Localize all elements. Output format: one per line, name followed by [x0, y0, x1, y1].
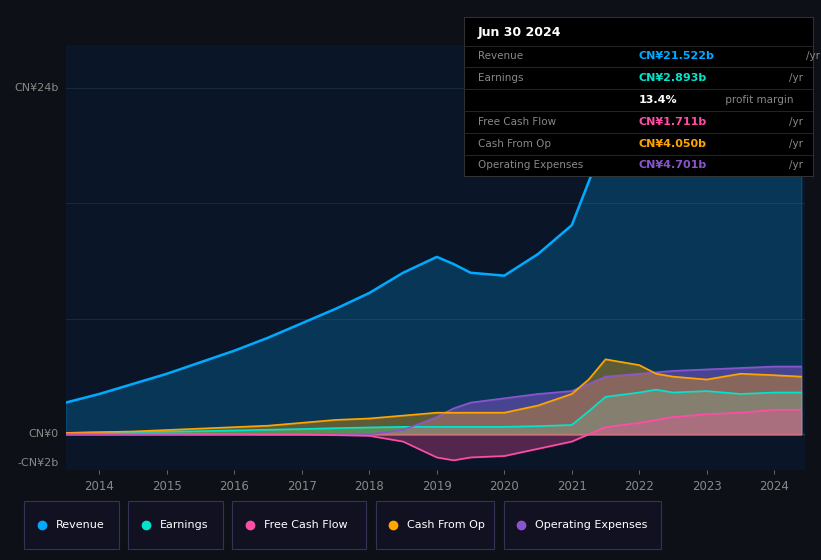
Text: CN¥24b: CN¥24b	[14, 83, 59, 93]
Text: Operating Expenses: Operating Expenses	[535, 520, 648, 530]
Text: Jun 30 2024: Jun 30 2024	[478, 26, 562, 39]
FancyBboxPatch shape	[503, 501, 661, 549]
Text: Cash From Op: Cash From Op	[407, 520, 485, 530]
Text: CN¥1.711b: CN¥1.711b	[639, 117, 707, 127]
FancyBboxPatch shape	[232, 501, 366, 549]
Text: /yr: /yr	[789, 117, 803, 127]
Text: /yr: /yr	[789, 161, 803, 170]
Text: Revenue: Revenue	[478, 52, 523, 62]
Text: Operating Expenses: Operating Expenses	[478, 161, 583, 170]
Text: CN¥21.522b: CN¥21.522b	[639, 52, 714, 62]
Text: CN¥2.893b: CN¥2.893b	[639, 73, 707, 83]
Text: Free Cash Flow: Free Cash Flow	[478, 117, 556, 127]
Text: CN¥4.701b: CN¥4.701b	[639, 161, 707, 170]
Text: /yr: /yr	[789, 73, 803, 83]
Text: CN¥4.050b: CN¥4.050b	[639, 139, 706, 149]
FancyBboxPatch shape	[376, 501, 494, 549]
Text: Free Cash Flow: Free Cash Flow	[264, 520, 347, 530]
Text: /yr: /yr	[789, 139, 803, 149]
Text: CN¥0: CN¥0	[29, 430, 59, 440]
Text: -CN¥2b: -CN¥2b	[17, 458, 59, 468]
Text: profit margin: profit margin	[722, 95, 794, 105]
Text: Cash From Op: Cash From Op	[478, 139, 551, 149]
Text: /yr: /yr	[805, 52, 820, 62]
Text: Earnings: Earnings	[160, 520, 209, 530]
Text: 13.4%: 13.4%	[639, 95, 677, 105]
Text: Earnings: Earnings	[478, 73, 523, 83]
FancyBboxPatch shape	[128, 501, 223, 549]
FancyBboxPatch shape	[25, 501, 119, 549]
Text: Revenue: Revenue	[56, 520, 104, 530]
